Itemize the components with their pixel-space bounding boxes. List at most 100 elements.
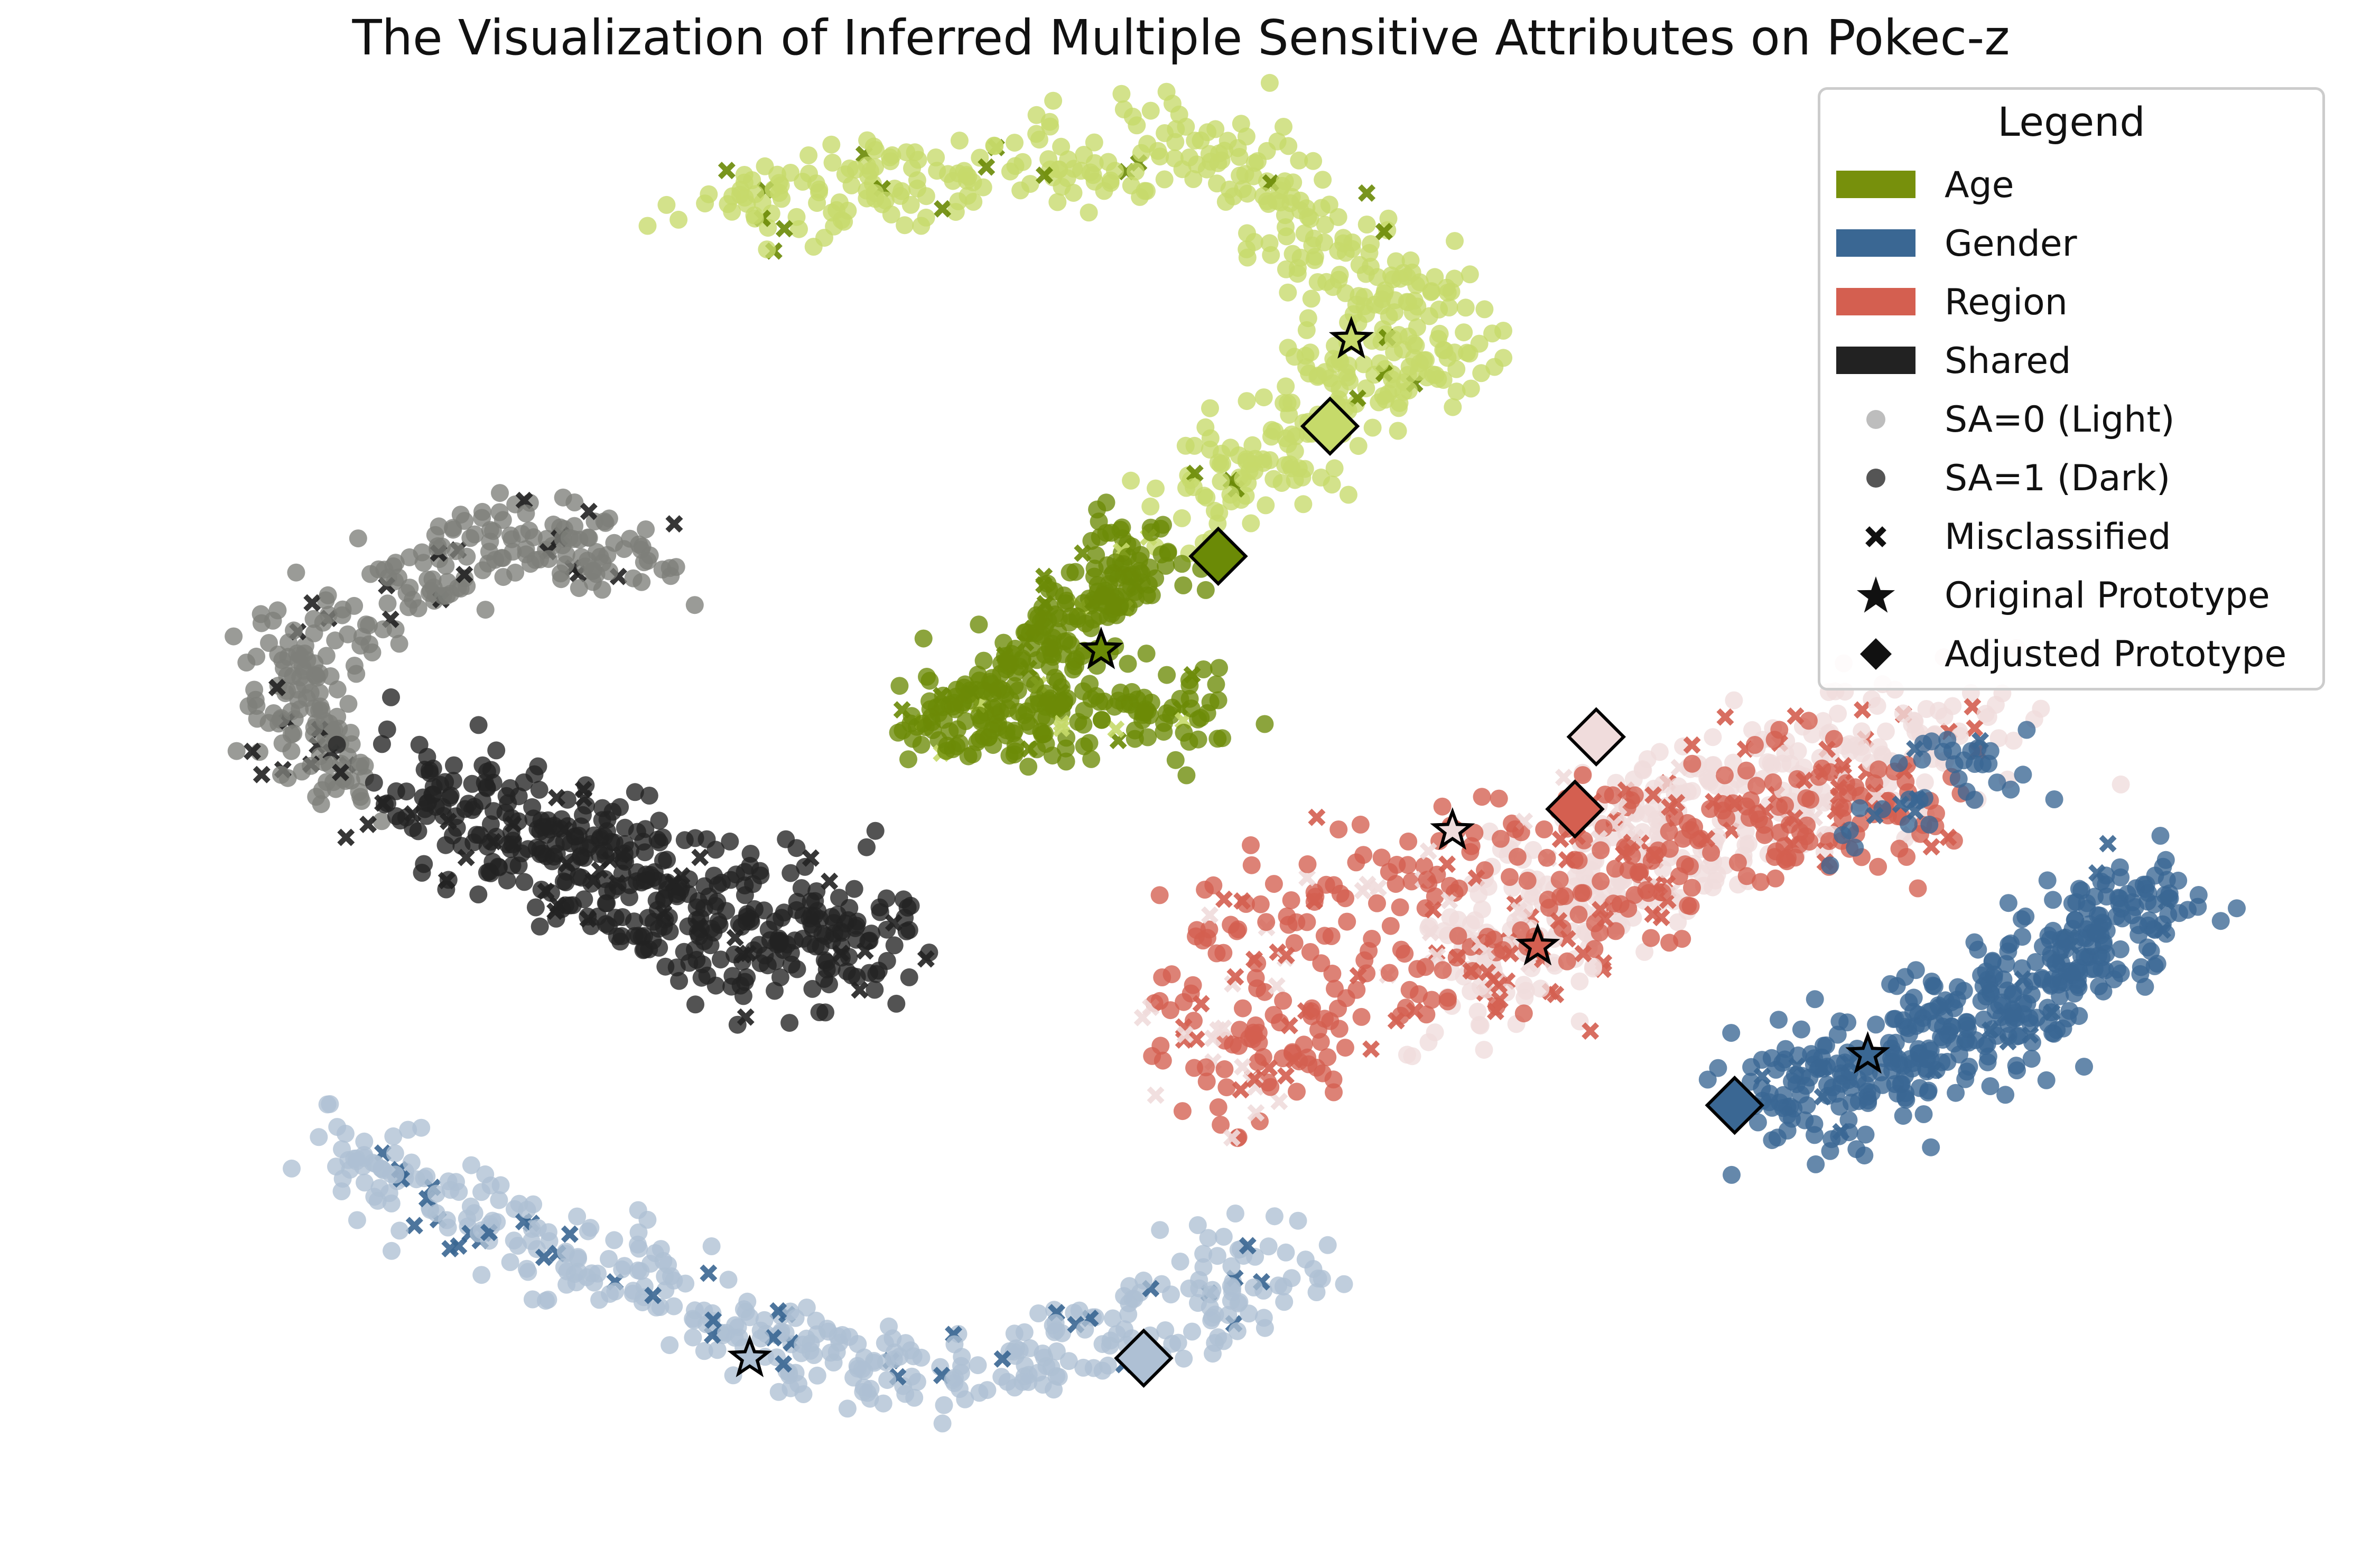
scatter-point (2037, 1071, 2056, 1089)
scatter-point (1318, 1236, 1337, 1254)
scatter-point (2140, 911, 2159, 930)
scatter-point (525, 765, 544, 783)
scatter-point (517, 1259, 536, 1278)
scatter-point (1180, 676, 1199, 695)
scatter-point (1914, 1105, 1933, 1123)
misclassified-point (2158, 892, 2175, 910)
misclassified-point (1268, 977, 1286, 995)
scatter-point (2129, 926, 2148, 944)
scatter-point (956, 1390, 974, 1408)
scatter-point (247, 697, 266, 715)
scatter-point (1585, 940, 1604, 958)
scatter-point (593, 799, 611, 817)
scatter-point (920, 671, 939, 690)
scatter-point (1515, 988, 1534, 1007)
scatter-point (1709, 1059, 1727, 1077)
scatter-point (422, 582, 440, 600)
scatter-point (1512, 921, 1530, 939)
scatter-point (796, 857, 814, 876)
scatter-point (1476, 861, 1494, 880)
scatter-point (1213, 729, 1231, 748)
scatter-point (1456, 298, 1475, 317)
scatter-point (687, 950, 706, 969)
scatter-point (741, 856, 759, 875)
scatter-point (1830, 1127, 1848, 1145)
scatter-point (810, 180, 829, 199)
scatter-point (1565, 851, 1584, 869)
scatter-point (2158, 871, 2176, 889)
scatter-point (1900, 815, 1918, 833)
scatter-point (858, 156, 876, 175)
scatter-point (1221, 438, 1240, 457)
scatter-point (613, 1260, 631, 1278)
scatter-point (890, 677, 909, 695)
scatter-point (1446, 232, 1464, 250)
scatter-point (624, 1282, 643, 1300)
scatter-point (792, 879, 811, 897)
scatter-point (1290, 151, 1308, 170)
scatter-point (1209, 1098, 1228, 1116)
scatter-point (1740, 835, 1757, 853)
scatter-point (1338, 912, 1356, 931)
scatter-point (738, 908, 756, 926)
scatter-point (1846, 838, 1864, 857)
scatter-point (650, 811, 668, 830)
scatter-point (801, 935, 820, 953)
scatter-point (1047, 1367, 1066, 1385)
scatter-point (1955, 982, 1973, 1000)
scatter-point (1570, 972, 1589, 991)
scatter-point (2013, 959, 2031, 977)
scatter-point (1347, 981, 1366, 999)
scatter-point (1254, 388, 1273, 407)
scatter-point (989, 718, 1008, 736)
legend-diamond-icon (1860, 638, 1892, 670)
misclassified-point (1866, 807, 1884, 825)
scatter-point (302, 757, 320, 775)
scatter-point (1212, 1116, 1230, 1134)
scatter-point (1840, 735, 1859, 753)
scatter-point (702, 1237, 721, 1255)
scatter-point (295, 645, 314, 662)
scatter-point (1277, 429, 1295, 447)
scatter-point (1155, 170, 1174, 189)
scatter-point (1768, 1128, 1787, 1147)
misclassified-point (1591, 901, 1610, 919)
scatter-point (1492, 829, 1510, 848)
scatter-point (1005, 1324, 1024, 1343)
scatter-point (1150, 886, 1169, 904)
scatter-point (1903, 715, 1921, 734)
scatter-point (1271, 1013, 1289, 1032)
scatter-point (1257, 496, 1275, 515)
misclassified-point (1187, 1030, 1205, 1048)
scatter-point (554, 530, 572, 548)
scatter-point (2075, 1058, 2093, 1076)
scatter-point (1494, 322, 1512, 340)
misclassified-point (1270, 1093, 1288, 1110)
scatter-point (1839, 784, 1857, 802)
scatter-point (360, 635, 378, 654)
scatter-point (597, 915, 615, 934)
scatter-point (1207, 675, 1225, 694)
scatter-point (584, 562, 602, 580)
scatter-point (476, 601, 495, 619)
legend-entry-misclassified: Misclassified (1820, 508, 2322, 566)
misclassified-point (885, 914, 903, 932)
scatter-point (539, 1223, 557, 1242)
scatter-point (378, 720, 396, 739)
scatter-point (1285, 348, 1304, 366)
scatter-point (2136, 977, 2154, 996)
misclassified-point (1186, 464, 1204, 482)
scatter-point (1670, 867, 1688, 885)
scatter-point (654, 1252, 673, 1270)
scatter-point (1751, 873, 1770, 891)
scatter-point (1205, 501, 1224, 520)
misclassified-point (244, 742, 262, 760)
scatter-point (1416, 958, 1435, 976)
chart-title: The Visualization of Inferred Multiple S… (352, 10, 2010, 66)
scatter-point (880, 1317, 898, 1336)
scatter-point (1797, 789, 1816, 807)
scatter-point (1947, 1084, 1965, 1102)
scatter-point (1766, 869, 1784, 888)
scatter-point (999, 699, 1017, 717)
scatter-point (894, 721, 912, 740)
